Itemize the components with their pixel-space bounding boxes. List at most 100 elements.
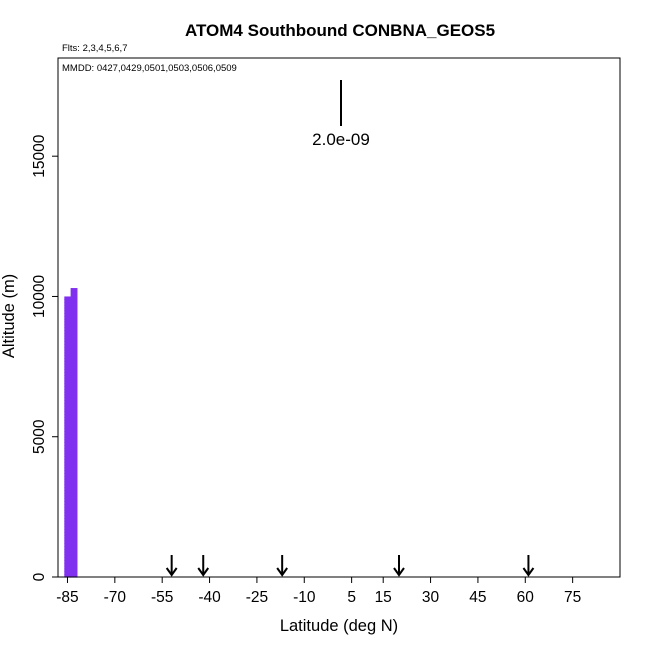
heatmap-cell — [64, 344, 72, 348]
x-tick-label: 30 — [422, 589, 440, 606]
heatmap-cell — [64, 532, 72, 536]
heatmap-cell — [70, 510, 78, 515]
profile-arrow-head — [522, 567, 535, 577]
chart-title: ATOM4 Southbound CONBNA_GEOS5 — [185, 21, 495, 40]
heatmap-cell — [70, 371, 78, 376]
heatmap-cell — [70, 394, 78, 399]
heatmap-cell — [70, 496, 78, 500]
heatmap-cell — [70, 337, 78, 341]
heatmap-cell — [70, 461, 78, 465]
heatmap-cell — [64, 447, 72, 452]
heatmap-cell — [70, 322, 78, 327]
heatmap-cell — [64, 369, 72, 373]
x-tick-label: 75 — [564, 589, 581, 606]
heatmap-cell — [70, 290, 78, 295]
heatmap-cell — [70, 498, 78, 503]
heatmap-cell — [70, 536, 78, 541]
heatmap-cell — [64, 456, 72, 460]
heatmap-cell — [70, 308, 78, 312]
y-tick-label: 0 — [31, 572, 48, 581]
heatmap-cell — [64, 332, 72, 337]
heatmap-cell — [64, 436, 72, 441]
x-axis-title: Latitude (deg N) — [280, 617, 398, 635]
heatmap-cell — [70, 556, 78, 561]
heatmap-cell — [64, 307, 72, 312]
heatmap-cell — [70, 481, 78, 486]
heatmap-cell — [64, 316, 72, 320]
heatmap-cell — [70, 386, 78, 390]
scale-bar: 2.0e-09 — [312, 80, 370, 149]
heatmap-cell — [70, 438, 78, 442]
heatmap-cell — [64, 428, 72, 432]
heatmap-cell — [64, 313, 72, 317]
heatmap-cell — [70, 305, 78, 309]
heatmap-cell — [70, 429, 78, 434]
heatmap-cell — [64, 540, 72, 544]
heatmap-cell — [64, 400, 72, 404]
heatmap-cell — [70, 530, 78, 535]
x-tick-label: 15 — [375, 589, 392, 606]
heatmap-cell — [64, 310, 72, 314]
heatmap-cell — [70, 397, 78, 402]
heatmap-cell — [70, 455, 78, 460]
heatmap-cell — [64, 302, 72, 306]
heatmap-cell — [70, 374, 78, 379]
heatmap-cell — [64, 389, 72, 393]
heatmap-cell — [64, 352, 72, 356]
heatmap-cell — [70, 527, 78, 532]
heatmap-cell — [70, 357, 78, 361]
heatmap-cell — [64, 299, 72, 303]
flight-arrows — [165, 555, 535, 577]
heatmap-cell — [64, 338, 72, 342]
heatmap-cell — [64, 568, 72, 572]
heatmap-cell — [70, 389, 78, 393]
heatmap-cell — [64, 498, 72, 502]
heatmap-cell — [64, 335, 72, 340]
heatmap-cell — [64, 296, 72, 300]
heatmap-cell — [64, 565, 72, 570]
heatmap-cell — [70, 493, 78, 497]
heatmap-cell — [64, 318, 72, 323]
heatmap-cell — [70, 452, 78, 457]
heatmap-cell — [70, 513, 78, 517]
heatmap-cell — [70, 354, 78, 358]
heatmap-cell — [64, 363, 72, 368]
y-tick-label: 15000 — [31, 134, 48, 177]
heatmap-cell — [64, 450, 72, 455]
heatmap-cell — [64, 467, 72, 471]
heatmap-cell — [70, 470, 78, 474]
x-tick-label: -40 — [198, 589, 221, 606]
heatmap-cell — [70, 377, 78, 382]
heatmap-cell — [70, 299, 78, 304]
heatmap-cell — [70, 392, 78, 396]
heatmap-cell — [64, 571, 72, 575]
heatmap-cell — [70, 418, 78, 422]
heatmap-cell — [70, 507, 78, 512]
heatmap-cell — [70, 348, 78, 353]
heatmap-cell — [70, 475, 78, 480]
heatmap-cell — [70, 524, 78, 529]
heatmap-cell — [70, 435, 78, 439]
heatmap-cell — [70, 383, 78, 387]
heatmap-cell — [70, 412, 78, 416]
heatmap-cell — [70, 415, 78, 419]
heatmap-cell — [70, 345, 78, 350]
heatmap-cell — [64, 459, 72, 463]
heatmap-cell — [70, 342, 78, 347]
heatmap-cell — [70, 302, 78, 306]
heatmap-cell — [64, 529, 72, 533]
x-tick-label: -55 — [151, 589, 173, 606]
heatmap-cell — [64, 330, 72, 334]
heatmap-cell — [70, 568, 78, 572]
heatmap-cell — [64, 341, 72, 345]
dates-note: MMDD: 0427,0429,0501,0503,0506,0509 — [62, 63, 237, 74]
heatmap-cell — [70, 467, 78, 471]
x-tick-label: -70 — [104, 589, 127, 606]
heatmap-cell — [64, 504, 72, 508]
heatmap-cell — [70, 472, 78, 477]
heatmap-cell — [64, 346, 72, 351]
heatmap-cell — [64, 481, 72, 486]
heatmap-cell — [64, 411, 72, 415]
heatmap-cell — [70, 432, 78, 437]
